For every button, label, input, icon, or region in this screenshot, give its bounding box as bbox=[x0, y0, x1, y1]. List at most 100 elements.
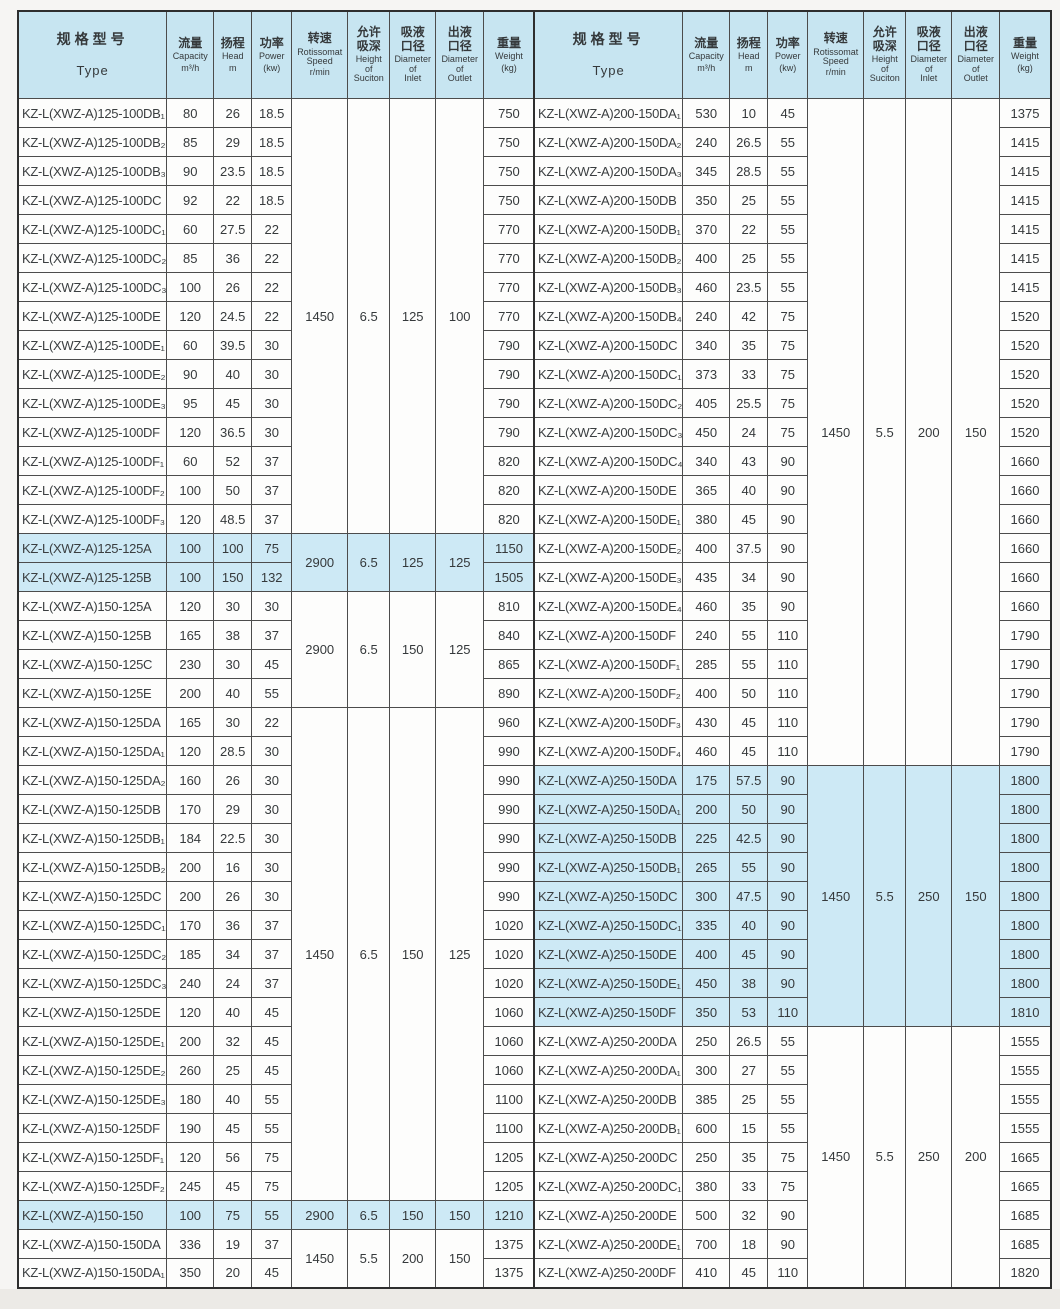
type-cell: KZ-L(XWZ-A)150-125C bbox=[17, 649, 168, 679]
weight-cell: 1520 bbox=[999, 417, 1052, 447]
inlet-cell: 150 bbox=[389, 707, 437, 1201]
power-cell: 90 bbox=[767, 881, 809, 911]
capacity-cell: 300 bbox=[682, 1055, 731, 1085]
type-cell: KZ-L(XWZ-A)200-150DB₄ bbox=[533, 301, 684, 331]
head-cell: 28.5 bbox=[729, 156, 769, 186]
type-cell: KZ-L(XWZ-A)200-150DB₂ bbox=[533, 243, 684, 273]
weight-cell: 790 bbox=[483, 359, 536, 389]
head-cell: 16 bbox=[213, 852, 253, 882]
outlet-cell: 125 bbox=[435, 533, 485, 592]
weight-cell: 1790 bbox=[999, 736, 1052, 766]
power-cell: 75 bbox=[251, 1142, 293, 1172]
col-header-suction: 允许 吸深 Height of Suciton bbox=[347, 10, 391, 99]
type-cell: KZ-L(XWZ-A)125-100DC₁ bbox=[17, 214, 168, 244]
capacity-header-cn: 流量 bbox=[694, 35, 719, 50]
outlet-cell: 200 bbox=[951, 1026, 1001, 1288]
weight-cell: 750 bbox=[483, 156, 536, 186]
head-cell: 40 bbox=[729, 910, 769, 940]
weight-cell: 1520 bbox=[999, 301, 1052, 331]
type-cell: KZ-L(XWZ-A)250-150DA₁ bbox=[533, 794, 684, 824]
power-cell: 110 bbox=[767, 678, 809, 708]
col-header-power: 功率 Power (kw) bbox=[251, 10, 293, 99]
table-row: KZ-L(XWZ-A)125-100DC₁ 60 27.5 22 770 bbox=[17, 214, 536, 244]
speed-header-unit: r/min bbox=[825, 67, 846, 78]
weight-cell: 1150 bbox=[483, 533, 536, 563]
head-cell: 75 bbox=[213, 1200, 253, 1230]
weight-cell: 1790 bbox=[999, 707, 1052, 737]
head-cell: 28.5 bbox=[213, 736, 253, 766]
speed-header-en: Rotissomat Speed bbox=[297, 46, 343, 66]
outlet-cell: 125 bbox=[435, 707, 485, 1201]
type-cell: KZ-L(XWZ-A)125-100DE₂ bbox=[17, 359, 168, 389]
power-cell: 90 bbox=[767, 765, 809, 795]
weight-cell: 810 bbox=[483, 591, 536, 621]
capacity-cell: 85 bbox=[166, 127, 215, 157]
type-cell: KZ-L(XWZ-A)200-150DB₃ bbox=[533, 272, 684, 302]
capacity-cell: 120 bbox=[166, 1142, 215, 1172]
head-cell: 50 bbox=[213, 475, 253, 505]
weight-cell: 1800 bbox=[999, 939, 1052, 969]
table-row: KZ-L(XWZ-A)150-125DC₃ 240 24 37 1020 bbox=[17, 968, 536, 998]
table-row: KZ-L(XWZ-A)125-100DC₃ 100 26 22 770 bbox=[17, 272, 536, 302]
head-cell: 36 bbox=[213, 910, 253, 940]
table-row: KZ-L(XWZ-A)250-200DE₁ 700 18 90 1685 bbox=[533, 1229, 1052, 1259]
head-cell: 45 bbox=[729, 939, 769, 969]
speed-header-unit: r/min bbox=[309, 67, 330, 78]
power-cell: 37 bbox=[251, 910, 293, 940]
power-cell: 37 bbox=[251, 475, 293, 505]
capacity-cell: 240 bbox=[682, 301, 731, 331]
weight-cell: 1660 bbox=[999, 446, 1052, 476]
capacity-cell: 185 bbox=[166, 939, 215, 969]
col-header-inlet: 吸液 口径 Diameter of Inlet bbox=[389, 10, 437, 99]
weight-cell: 770 bbox=[483, 243, 536, 273]
power-header-en: Power bbox=[774, 51, 801, 62]
type-cell: KZ-L(XWZ-A)125-100DC₃ bbox=[17, 272, 168, 302]
type-cell: KZ-L(XWZ-A)250-200DA bbox=[533, 1026, 684, 1056]
table-row: KZ-L(XWZ-A)125-125B 100 150 132 1505 bbox=[17, 562, 536, 592]
table-row: KZ-L(XWZ-A)125-100DC₂ 85 36 22 770 bbox=[17, 243, 536, 273]
weight-header-en: Weight bbox=[495, 51, 523, 62]
capacity-cell: 80 bbox=[166, 98, 215, 128]
capacity-cell: 60 bbox=[166, 330, 215, 360]
table-row: KZ-L(XWZ-A)200-150DC₃ 450 24 75 1520 bbox=[533, 417, 1052, 447]
capacity-header-en: Capacity bbox=[172, 51, 208, 62]
pump-spec-table-right: 规格型号 Type 流量 Capacity m³/h 扬程 Head m 功率 Power (kw)… bbox=[533, 10, 1052, 1289]
capacity-cell: 100 bbox=[166, 1200, 215, 1230]
type-cell: KZ-L(XWZ-A)150-125DC₃ bbox=[17, 968, 168, 998]
table-row: KZ-L(XWZ-A)200-150DE 365 40 90 1660 bbox=[533, 475, 1052, 505]
weight-cell: 1505 bbox=[483, 562, 536, 592]
table-row: KZ-L(XWZ-A)250-150DA 175 57.5 90 1450 5.5 250 1… bbox=[533, 765, 1052, 1027]
weight-cell: 840 bbox=[483, 620, 536, 650]
power-cell: 55 bbox=[251, 1113, 293, 1143]
suction-cell: 6.5 bbox=[347, 591, 391, 708]
head-cell: 26 bbox=[213, 881, 253, 911]
type-cell: KZ-L(XWZ-A)250-200DC₁ bbox=[533, 1171, 684, 1201]
capacity-cell: 250 bbox=[682, 1142, 731, 1172]
type-cell: KZ-L(XWZ-A)150-150 bbox=[17, 1200, 168, 1230]
outlet-header-en: Diameter of Outlet bbox=[957, 54, 994, 84]
type-cell: KZ-L(XWZ-A)200-150DE₂ bbox=[533, 533, 684, 563]
power-cell: 30 bbox=[251, 388, 293, 418]
type-cell: KZ-L(XWZ-A)150-125DA₁ bbox=[17, 736, 168, 766]
table-row: KZ-L(XWZ-A)125-100DE₁ 60 39.5 30 790 bbox=[17, 330, 536, 360]
table-row: KZ-L(XWZ-A)250-200DB 385 25 55 1555 bbox=[533, 1084, 1052, 1114]
capacity-cell: 285 bbox=[682, 649, 731, 679]
type-cell: KZ-L(XWZ-A)200-150DB₁ bbox=[533, 214, 684, 244]
type-cell: KZ-L(XWZ-A)150-125DF bbox=[17, 1113, 168, 1143]
weight-header-cn: 重量 bbox=[496, 35, 521, 50]
capacity-cell: 345 bbox=[682, 156, 731, 186]
head-cell: 36 bbox=[213, 243, 253, 273]
power-cell: 18.5 bbox=[251, 156, 293, 186]
head-cell: 25 bbox=[213, 1055, 253, 1085]
type-cell: KZ-L(XWZ-A)200-150DE₃ bbox=[533, 562, 684, 592]
table-row: KZ-L(XWZ-A)125-100DF₂ 100 50 37 820 bbox=[17, 475, 536, 505]
power-cell: 132 bbox=[251, 562, 293, 592]
type-cell: KZ-L(XWZ-A)200-150DA₁ bbox=[533, 98, 684, 128]
capacity-cell: 385 bbox=[682, 1084, 731, 1114]
head-cell: 52 bbox=[213, 446, 253, 476]
speed-header-cn: 转速 bbox=[823, 31, 848, 46]
capacity-cell: 200 bbox=[166, 678, 215, 708]
head-cell: 26 bbox=[213, 272, 253, 302]
power-header-unit: (kw) bbox=[779, 62, 797, 73]
head-cell: 25 bbox=[729, 185, 769, 215]
